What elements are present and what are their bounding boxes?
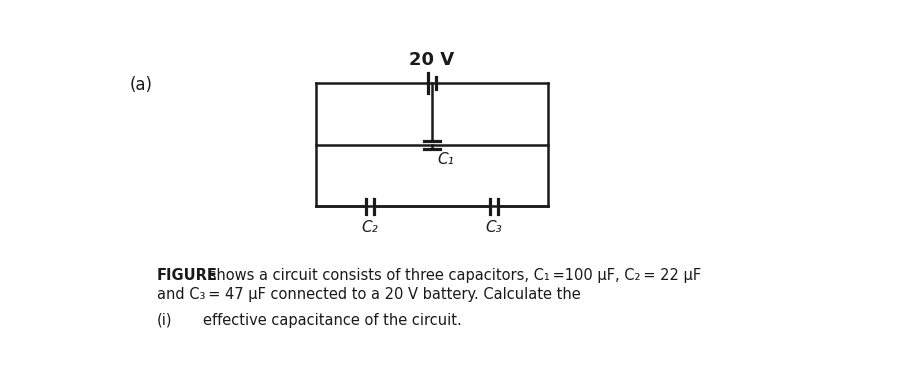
Text: 20 V: 20 V: [409, 51, 454, 69]
Text: FIGURE: FIGURE: [157, 268, 218, 283]
Text: shows a circuit consists of three capacitors, C₁ =100 μF, C₂ = 22 μF: shows a circuit consists of three capaci…: [204, 268, 701, 283]
Text: and C₃ = 47 μF connected to a 20 V battery. Calculate the: and C₃ = 47 μF connected to a 20 V batte…: [157, 287, 580, 302]
Text: effective capacitance of the circuit.: effective capacitance of the circuit.: [204, 313, 462, 328]
Text: C₁: C₁: [438, 152, 454, 167]
Text: C₃: C₃: [485, 220, 503, 235]
Text: (i): (i): [157, 313, 173, 328]
Text: (a): (a): [130, 76, 153, 94]
Text: C₂: C₂: [362, 220, 378, 235]
